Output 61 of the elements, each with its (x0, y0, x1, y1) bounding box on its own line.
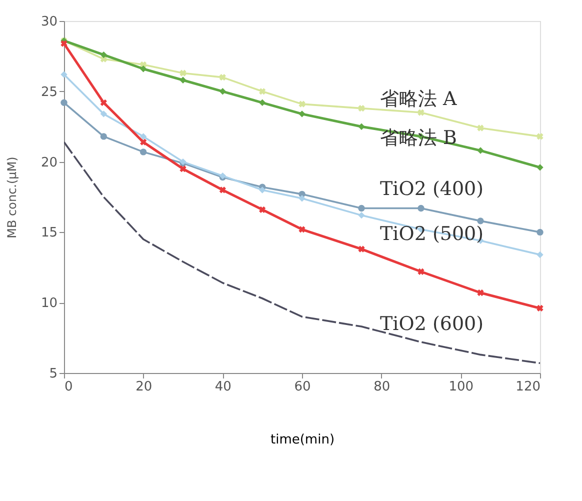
point (100, 99, 107, 106)
point (536, 133, 544, 140)
x-tick-label: 80 (374, 380, 390, 394)
point (219, 186, 226, 194)
point (100, 51, 108, 58)
y-axis-title: MB conc.(μM) (4, 156, 19, 238)
series-label: TiO2 (400) (380, 178, 484, 200)
point (259, 206, 266, 213)
point (180, 70, 186, 76)
series-label: 省略法 A (380, 88, 458, 110)
point (298, 226, 306, 233)
y-tick-label: 5 (49, 366, 58, 382)
y-tick-label: 15 (40, 226, 58, 241)
point (60, 99, 68, 106)
point (219, 88, 226, 95)
y-tick-label: 30 (40, 14, 58, 30)
x-tick-label: 40 (214, 380, 232, 394)
point (358, 104, 365, 112)
point (358, 212, 365, 219)
series-label: TiO2 (600) (380, 313, 484, 335)
y-tick-label: 10 (40, 296, 58, 312)
point (140, 138, 147, 146)
point (100, 133, 108, 140)
point (100, 110, 108, 118)
point (259, 88, 266, 95)
point (298, 110, 306, 118)
point (477, 147, 484, 154)
x-axis-title: time(min) (270, 432, 335, 448)
point (536, 304, 544, 312)
point (477, 218, 484, 224)
point (219, 74, 226, 81)
point (258, 99, 266, 106)
point (418, 109, 424, 116)
point (258, 186, 266, 194)
x-tick-label: 60 (294, 380, 311, 394)
x-tick-label: 120 (516, 380, 540, 394)
point (477, 289, 484, 296)
point (358, 204, 365, 212)
x-tick-label: 20 (136, 380, 152, 394)
point (536, 228, 544, 236)
point (298, 100, 306, 108)
point (418, 204, 424, 212)
point (358, 246, 365, 252)
x-tick-label: 0 (64, 380, 73, 394)
point (60, 71, 68, 78)
point (358, 123, 365, 130)
point (536, 251, 544, 258)
series-label: TiO2 (500) (380, 223, 484, 245)
point (477, 124, 484, 132)
y-tick-label: 25 (40, 84, 58, 100)
y-tick-label: 20 (40, 155, 58, 170)
point (180, 166, 186, 172)
point (60, 40, 68, 47)
point (298, 195, 306, 202)
point (180, 76, 186, 84)
point (418, 268, 424, 275)
point (140, 133, 147, 140)
point (140, 66, 147, 72)
x-tick-label: 100 (448, 380, 474, 394)
point (536, 164, 544, 171)
point (140, 148, 147, 156)
